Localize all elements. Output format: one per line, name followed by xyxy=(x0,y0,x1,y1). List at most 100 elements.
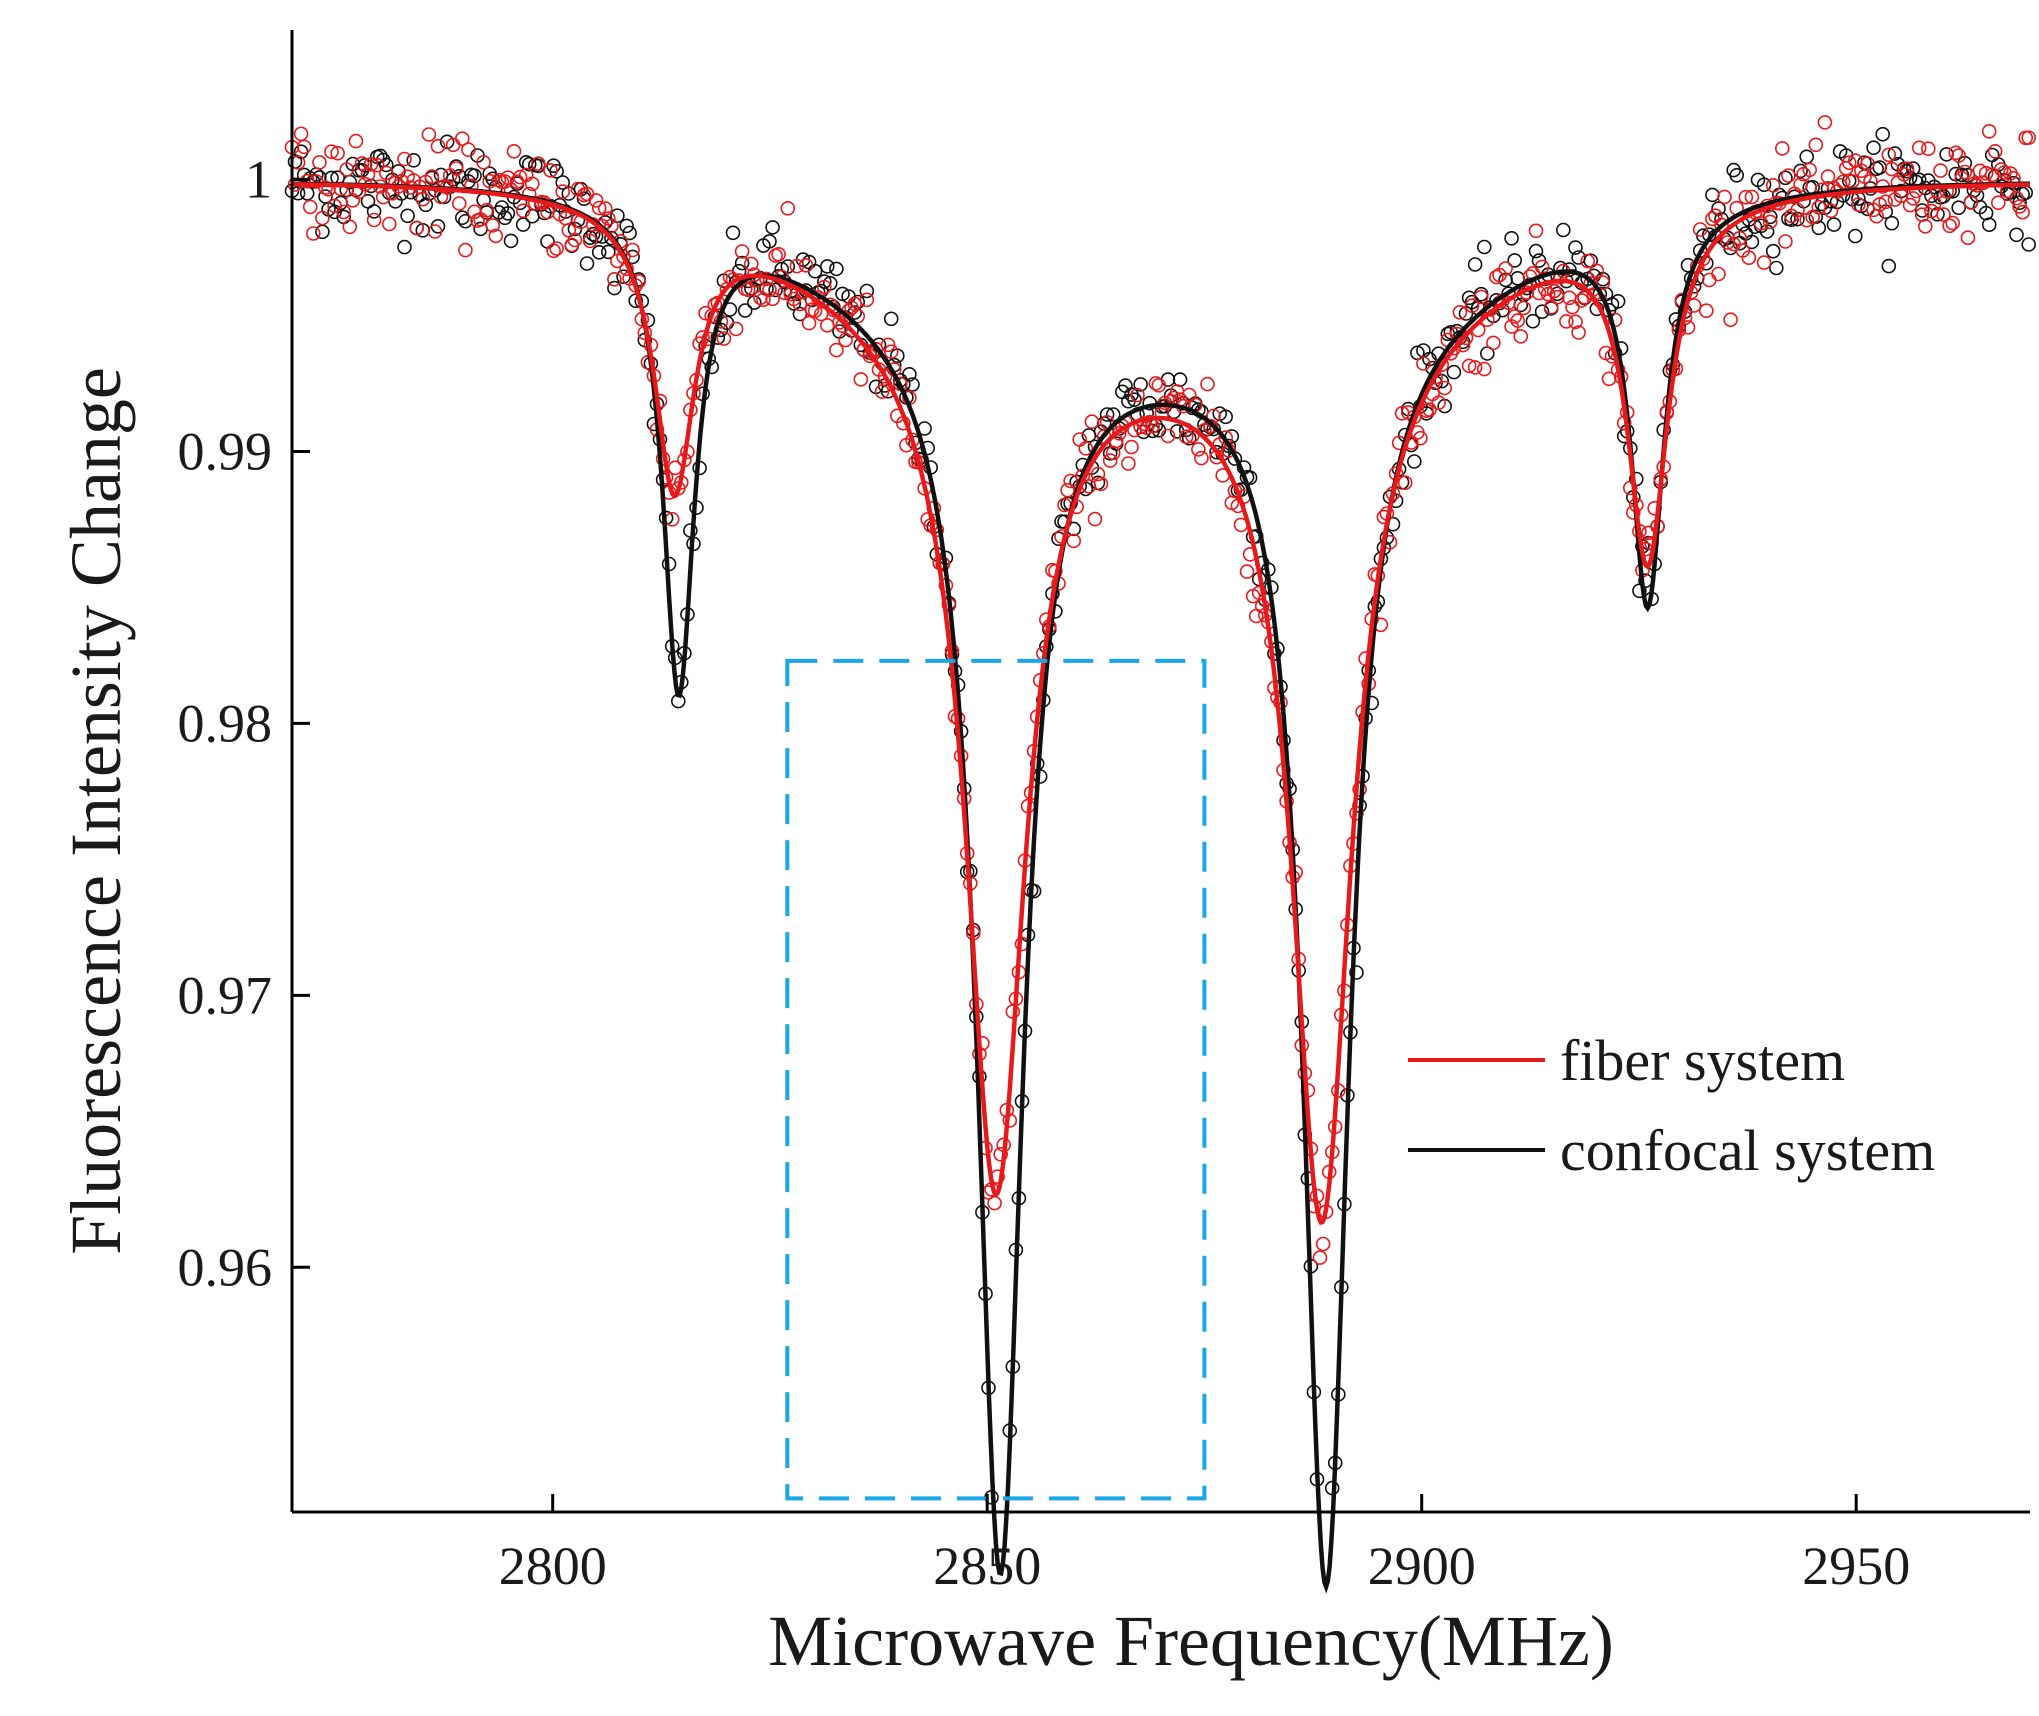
data-point xyxy=(1948,145,1963,161)
data-point xyxy=(461,142,476,157)
data-point xyxy=(369,157,385,173)
data-point xyxy=(1087,511,1103,527)
data-point xyxy=(342,219,358,235)
data-point xyxy=(883,311,899,327)
data-point xyxy=(1510,313,1525,328)
data-point xyxy=(549,241,564,256)
data-point xyxy=(1994,162,2009,177)
data-point xyxy=(591,200,607,216)
data-point xyxy=(1802,162,1817,178)
data-point xyxy=(734,255,750,271)
data-point xyxy=(521,156,537,172)
data-point xyxy=(1084,414,1100,430)
data-point xyxy=(786,296,802,311)
data-point xyxy=(397,239,412,255)
data-point xyxy=(1191,442,1206,457)
data-point xyxy=(1422,402,1437,417)
data-point xyxy=(1565,299,1580,315)
data-point xyxy=(1121,456,1136,471)
data-point xyxy=(397,151,412,167)
data-point xyxy=(737,303,753,318)
data-point xyxy=(1744,189,1760,205)
data-point xyxy=(1489,269,1504,285)
data-point xyxy=(807,263,823,279)
data-point xyxy=(1841,155,1857,170)
fit-line-fiber-system xyxy=(292,182,2030,1226)
data-point xyxy=(1568,314,1583,330)
data-point xyxy=(1738,189,1754,205)
data-point xyxy=(1239,564,1255,579)
data-point xyxy=(1887,146,1903,161)
data-point xyxy=(1221,438,1237,454)
data-point xyxy=(1559,314,1574,329)
data-point xyxy=(1765,243,1781,259)
data-point xyxy=(312,155,327,170)
data-point xyxy=(1963,195,1979,210)
data-point xyxy=(2009,190,2024,206)
data-point xyxy=(1756,177,1772,192)
data-point xyxy=(625,242,640,258)
x-tick-label: 2900 xyxy=(1368,1536,1476,1596)
data-point xyxy=(305,226,321,241)
data-point xyxy=(388,175,403,191)
data-point xyxy=(1902,197,1918,213)
data-point xyxy=(1848,228,1863,244)
data-point xyxy=(1461,358,1477,374)
data-point xyxy=(1878,194,1893,210)
data-point xyxy=(515,217,531,232)
data-point xyxy=(1151,377,1167,393)
data-point xyxy=(1133,377,1148,392)
x-tick-label: 2800 xyxy=(499,1536,607,1596)
data-point xyxy=(591,245,607,260)
y-tick-label: 0.96 xyxy=(178,1237,273,1297)
data-point xyxy=(333,181,349,197)
data-point xyxy=(2021,130,2036,145)
fit-line-confocal-system xyxy=(292,181,2030,1594)
data-point xyxy=(1467,257,1483,272)
data-point xyxy=(1884,161,1900,177)
data-point xyxy=(2018,130,2033,146)
data-point xyxy=(1866,140,1881,155)
data-point xyxy=(1595,275,1611,290)
data-point xyxy=(2021,237,2036,252)
data-point xyxy=(500,206,516,221)
data-point xyxy=(1458,330,1474,346)
data-point xyxy=(1714,217,1729,233)
data-point xyxy=(798,257,814,273)
data-point xyxy=(1461,290,1477,306)
data-point xyxy=(1729,168,1744,183)
data-layer xyxy=(284,115,2036,1594)
data-point xyxy=(427,224,443,239)
ticks-layer: 2800 2850 2900 2950 0.96 0.97 0.98 0.99 1 xyxy=(178,150,1911,1596)
data-point xyxy=(734,244,750,259)
data-point xyxy=(1811,220,1827,236)
data-point xyxy=(1312,1250,1328,1265)
data-point xyxy=(324,144,339,159)
data-point xyxy=(1589,263,1605,279)
data-point xyxy=(1610,293,1626,309)
data-point xyxy=(1160,372,1176,387)
data-point xyxy=(1060,482,1075,498)
data-point xyxy=(451,196,467,211)
data-point xyxy=(829,261,844,277)
data-point xyxy=(1467,360,1483,375)
y-tick-label: 0.97 xyxy=(178,965,273,1025)
data-point xyxy=(546,243,561,259)
data-point xyxy=(1477,361,1492,377)
data-point xyxy=(725,225,741,241)
data-point xyxy=(1178,429,1194,445)
data-point xyxy=(1981,124,1997,139)
data-point xyxy=(1981,217,1997,232)
data-point xyxy=(1203,418,1218,434)
data-point xyxy=(2015,204,2030,220)
data-point xyxy=(299,173,315,189)
data-point xyxy=(838,332,853,348)
data-point xyxy=(1473,289,1489,305)
x-tick-label: 2850 xyxy=(933,1536,1041,1596)
data-point xyxy=(1984,147,2000,163)
data-point xyxy=(801,315,817,331)
y-tick-label: 1 xyxy=(245,150,272,210)
data-point xyxy=(400,208,415,224)
data-point xyxy=(454,210,470,225)
